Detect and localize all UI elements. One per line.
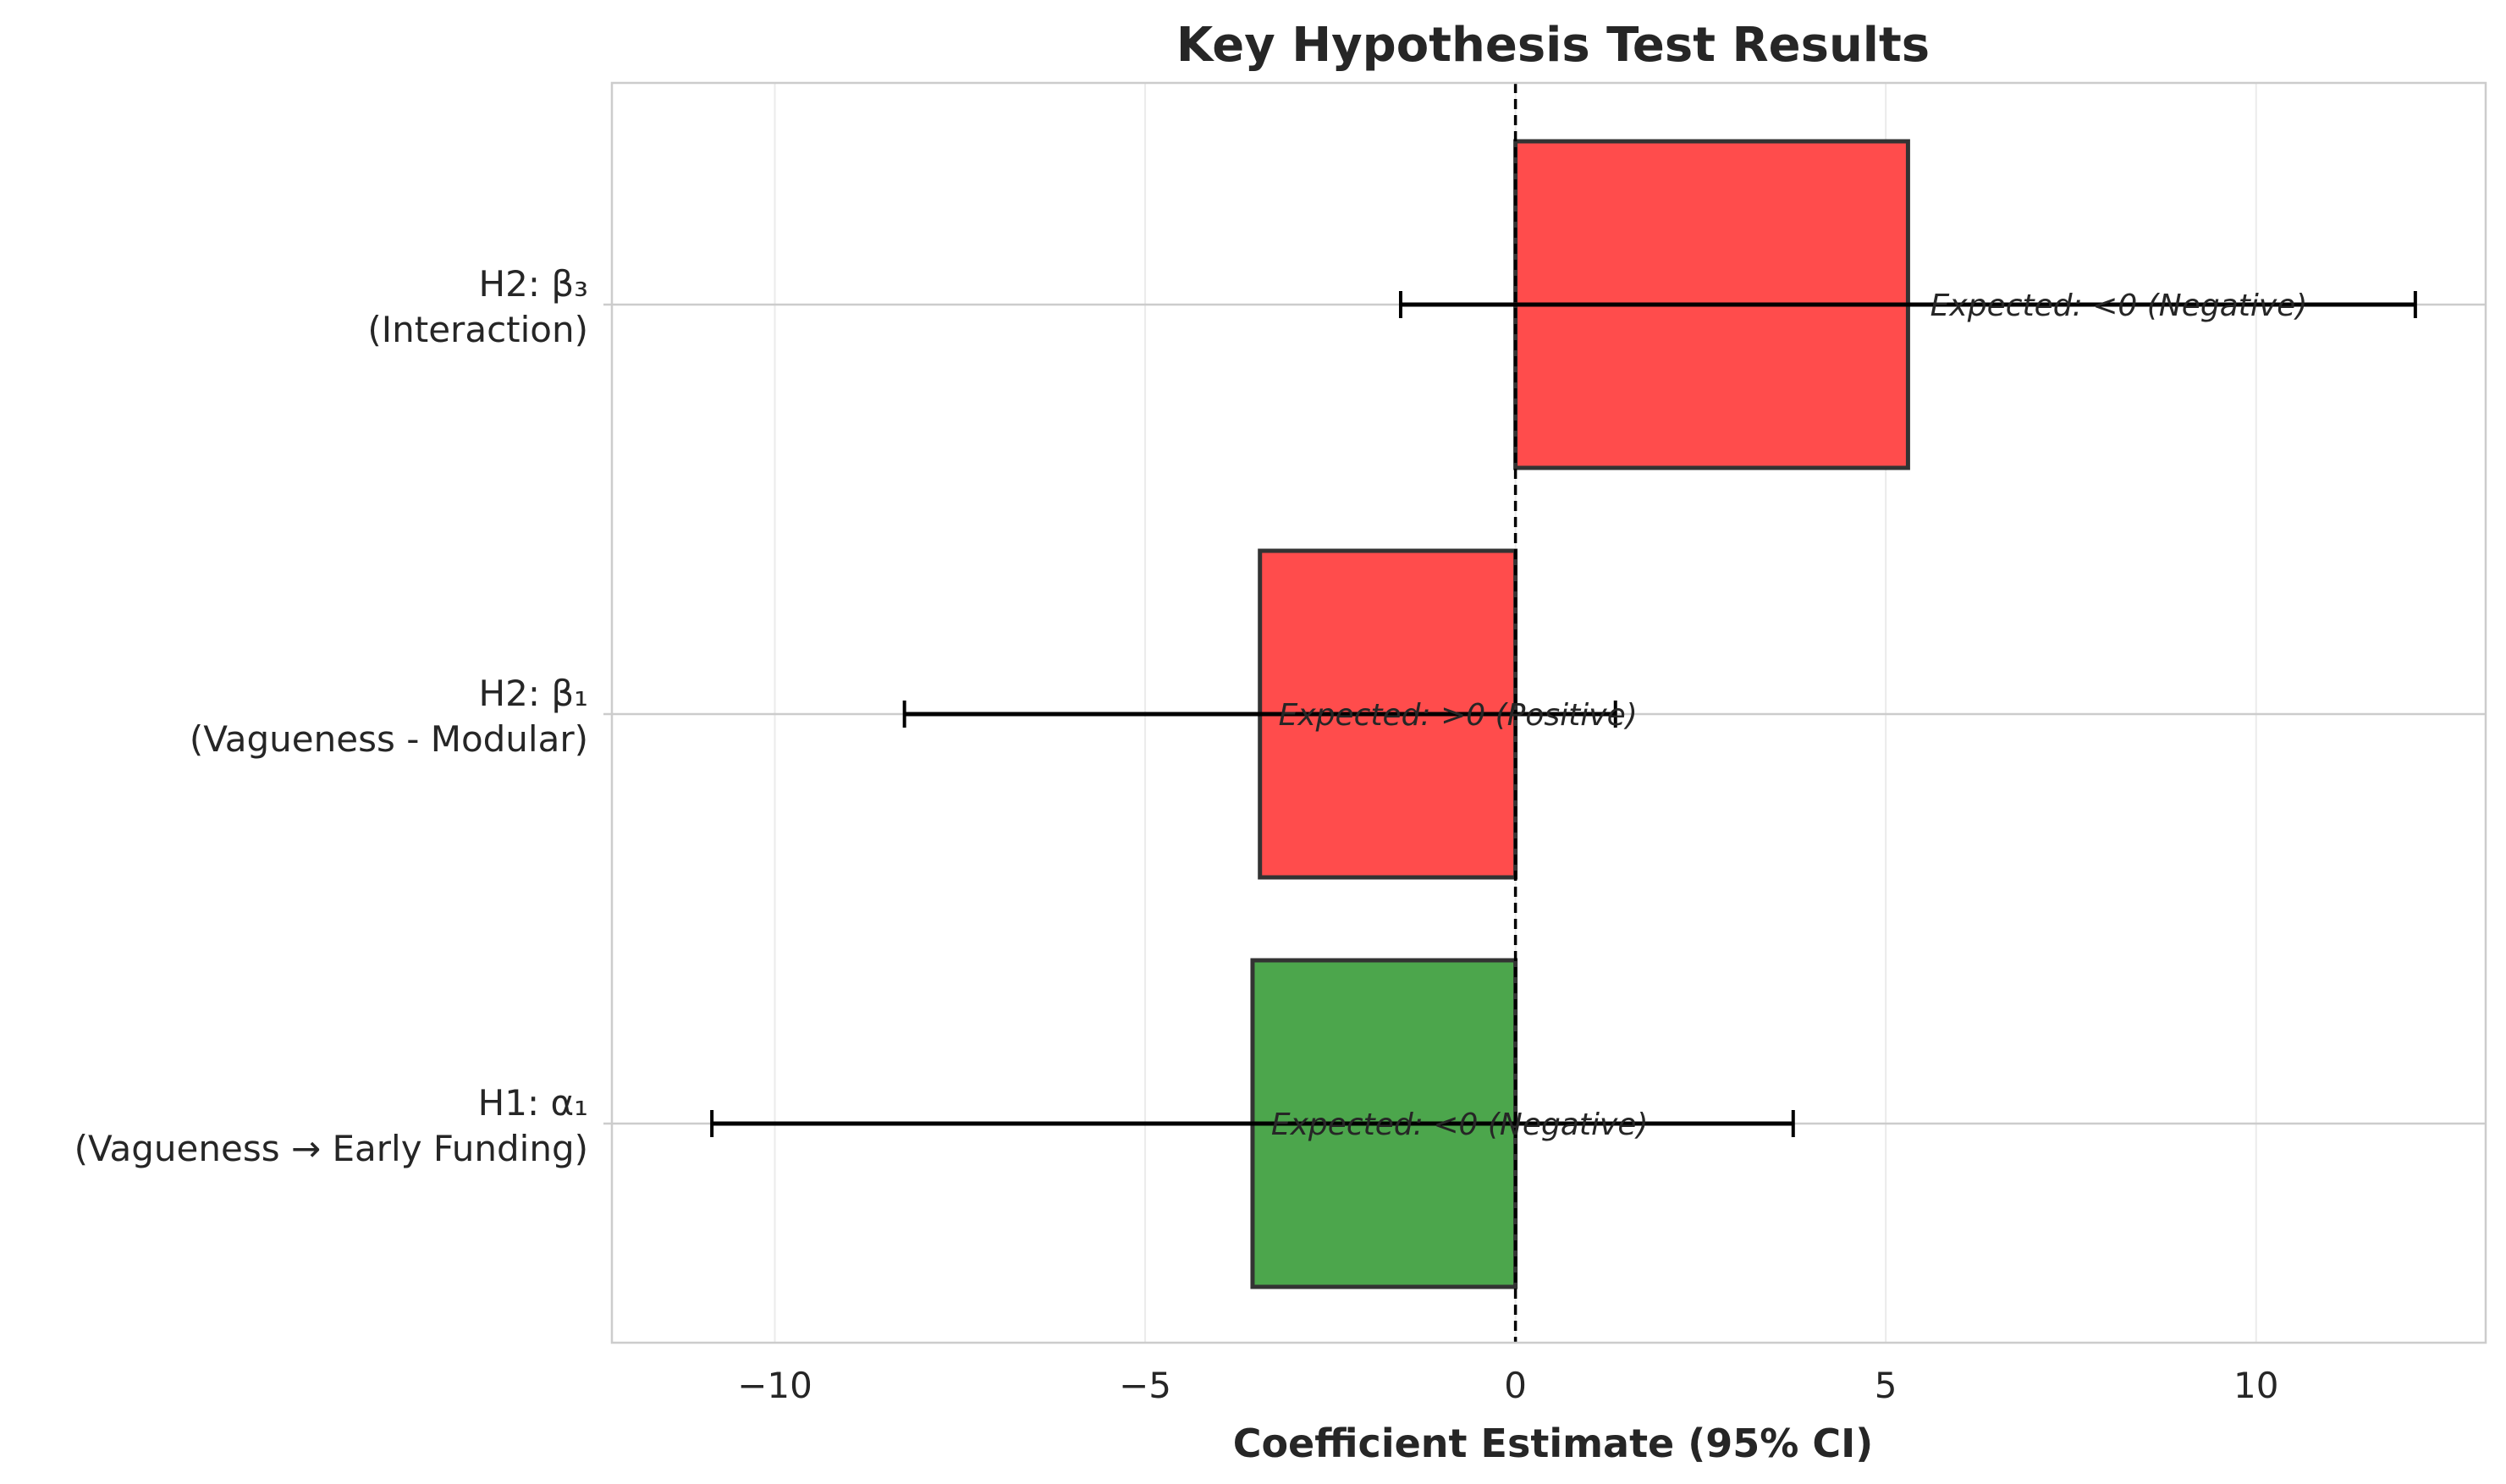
- expected-annotation: Expected: <0 (Negative): [1271, 1108, 1649, 1142]
- x-tick-label: 0: [1504, 1365, 1527, 1406]
- y-category-label-line1: H2: β₁: [479, 673, 588, 714]
- plot-area: Expected: <0 (Negative) Expected: >0 (Pos…: [74, 81, 2487, 1406]
- x-tick-label: 10: [2233, 1365, 2278, 1406]
- expected-annotation: Expected: <0 (Negative): [1930, 289, 2308, 323]
- y-category-label-line2: (Vagueness - Modular): [190, 718, 588, 760]
- x-tick-label: −5: [1119, 1365, 1171, 1406]
- x-tick-label: 5: [1875, 1365, 1897, 1406]
- x-axis-label: Coefficient Estimate (95% CI): [1233, 1421, 1874, 1466]
- x-tick-label: −10: [737, 1365, 812, 1406]
- expected-annotation: Expected: >0 (Positive): [1279, 698, 1638, 733]
- plot-frame: [610, 81, 2487, 1344]
- y-category-label-line1: H1: α₁: [478, 1082, 588, 1124]
- chart-title: Key Hypothesis Test Results: [1176, 18, 1930, 73]
- y-category-label-line2: (Vagueness → Early Funding): [74, 1128, 588, 1169]
- y-category-label-line2: (Interaction): [367, 309, 588, 350]
- y-category-label-line1: H2: β₃: [479, 263, 588, 305]
